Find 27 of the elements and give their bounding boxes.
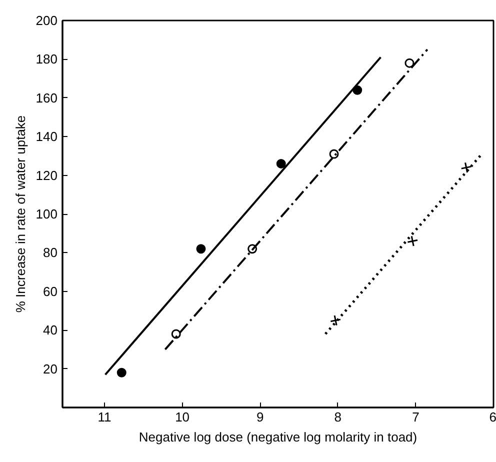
y-tick-label: 80 [43, 245, 58, 260]
y-tick-label: 180 [36, 52, 58, 67]
y-tick-label: 60 [43, 284, 58, 299]
y-tick-label: 20 [43, 361, 58, 376]
x-tick-label: 10 [175, 410, 190, 424]
y-tick-label: 140 [36, 129, 58, 144]
point [276, 158, 286, 168]
x-tick-label: 11 [98, 410, 112, 424]
y-axis-title: % Increase in rate of water uptake [12, 115, 28, 313]
x-tick-label: 9 [256, 410, 264, 424]
point [330, 314, 342, 326]
x-tick-label: 7 [412, 410, 420, 424]
point [406, 235, 418, 247]
y-tick-label: 40 [43, 322, 58, 338]
point [329, 149, 339, 159]
point [196, 244, 206, 254]
point [171, 329, 181, 339]
point [404, 58, 414, 68]
y-tick-label: 120 [36, 168, 58, 183]
y-tick-label: 200 [36, 13, 58, 28]
x-tick-label: 8 [334, 410, 342, 424]
point [116, 368, 126, 378]
y-tick-label: 100 [36, 206, 58, 222]
x-tick-label: 6 [489, 410, 496, 424]
point [460, 162, 472, 174]
y-tick-label: 160 [36, 90, 58, 106]
x-axis-title: Negative log dose (negative log molarity in toad) [138, 430, 418, 444]
